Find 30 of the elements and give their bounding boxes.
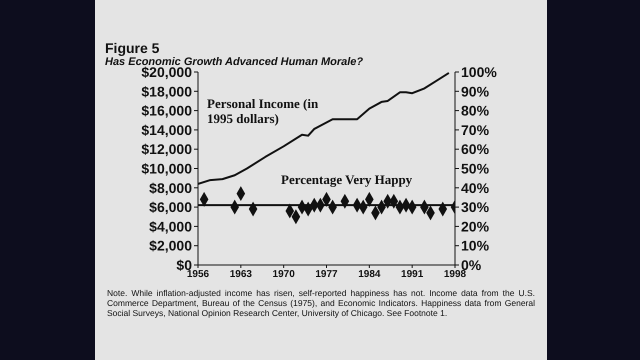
x-tick-label: 1991: [401, 269, 424, 280]
y2-tick-label: 90%: [461, 83, 490, 100]
y2-tick-label: 70%: [461, 122, 490, 138]
series-label: Percentage Very Happy: [281, 172, 412, 187]
y-tick-label: $6,000: [149, 199, 192, 216]
x-tick-label: 1998: [444, 269, 467, 280]
y-tick-label: $18,000: [141, 83, 192, 100]
x-tick-label: 1977: [315, 269, 338, 280]
x-tick-label: 1970: [272, 269, 296, 280]
x-tick-label: 1956: [186, 269, 210, 280]
y2-tick-label: 30%: [461, 199, 490, 216]
y-tick-label: $14,000: [141, 122, 192, 138]
x-tick-label: 1963: [230, 269, 252, 280]
y-tick-label: $4,000: [149, 218, 192, 234]
y-tick-label: $16,000: [141, 102, 192, 119]
chart-title: Figure 5: [105, 40, 160, 56]
y2-tick-label: 50%: [461, 160, 490, 176]
y2-tick-label: 10%: [461, 238, 490, 254]
y2-tick-label: 60%: [461, 141, 490, 158]
y-tick-label: $2,000: [149, 238, 192, 254]
y-tick-label: $10,000: [141, 160, 192, 176]
y2-tick-label: 20%: [461, 218, 490, 234]
y2-tick-label: 40%: [461, 180, 490, 196]
y-tick-label: $12,000: [141, 141, 192, 158]
y-tick-label: $8,000: [149, 180, 192, 196]
y2-tick-label: 100%: [461, 64, 498, 80]
legend-label: Personal Income (in 1995 dollars): [207, 96, 320, 126]
x-tick-label: 1984: [358, 269, 381, 280]
text: Note. While inflation-adjusted income has risen, self-reported happiness has not. Income data from the U.S. Commerce Department, Bureau of the Census (1975), and Economic Indicators. Happiness data from General Social Surveys, National Opinion Research Center, University of Chicago. See Footnote 1.: [107, 288, 535, 318]
y2-tick-label: 80%: [461, 102, 490, 119]
